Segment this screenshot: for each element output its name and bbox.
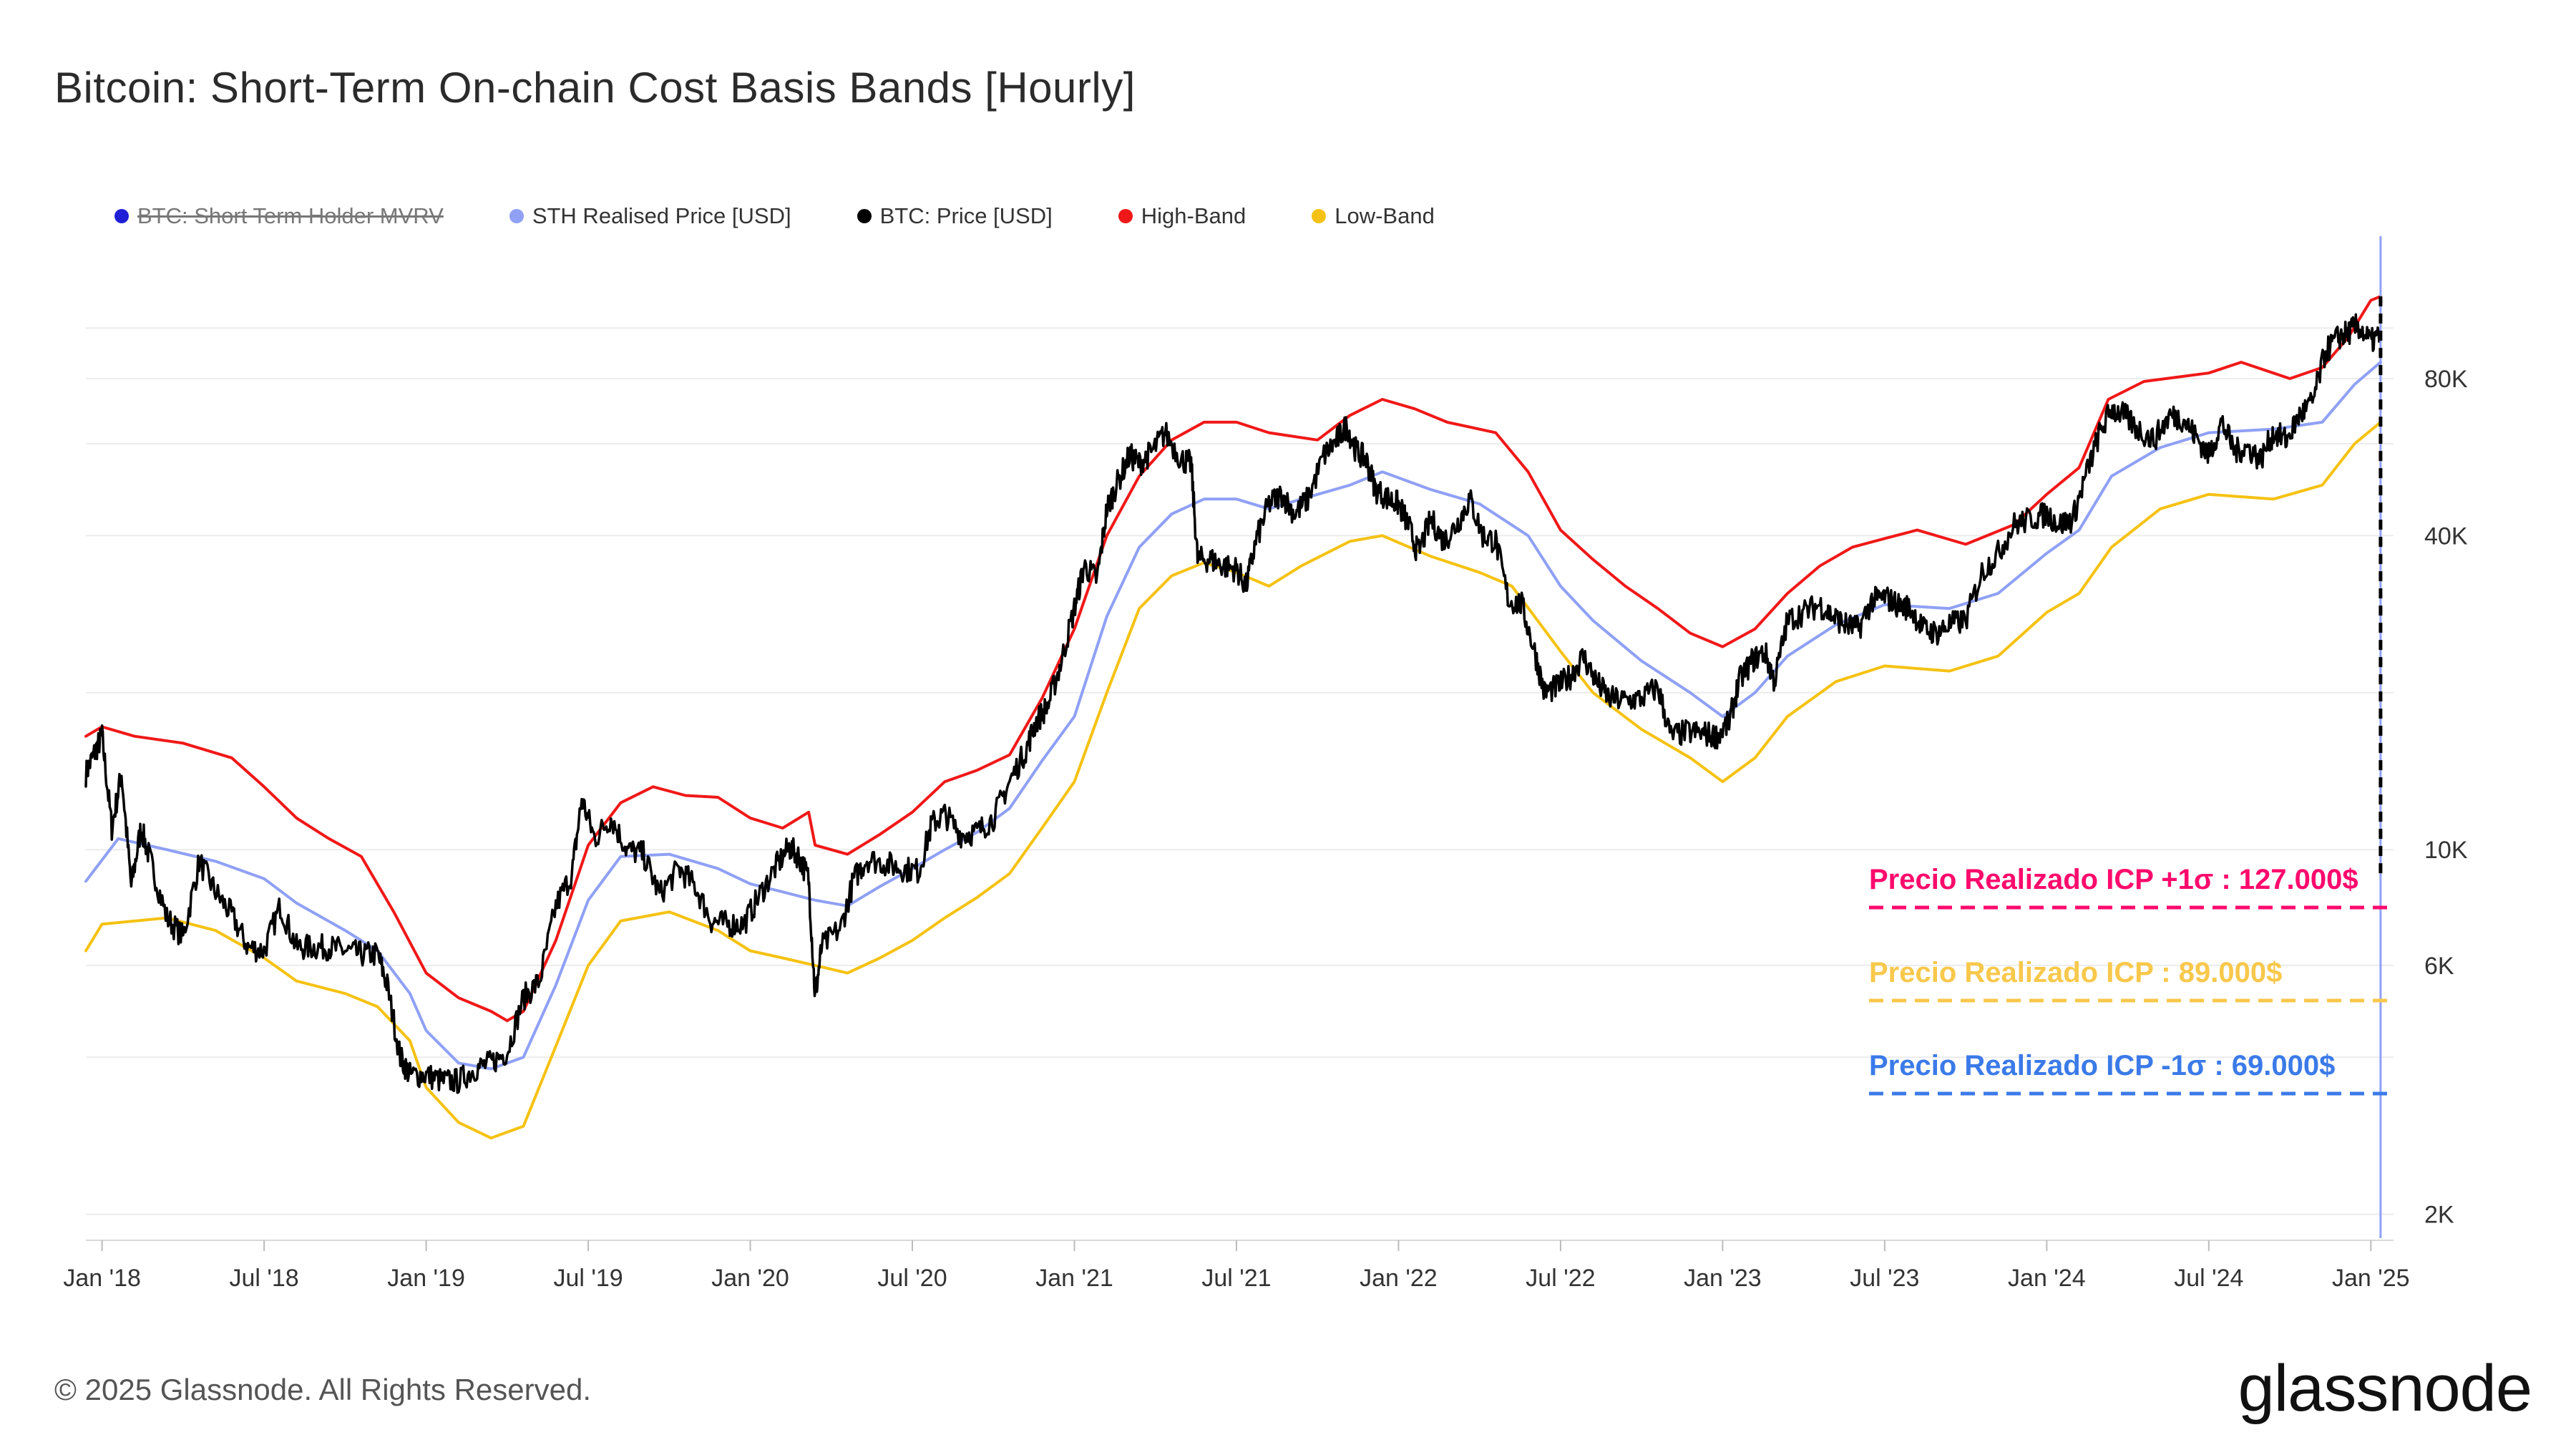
legend-label: Low-Band — [1335, 203, 1435, 228]
y-axis: 2K 6K 10K 40K 80K — [2424, 366, 2468, 1229]
chart-legend: BTC: Short Term Holder MVRV STH Realised … — [114, 202, 1501, 230]
x-tick-label: Jan '22 — [1360, 1265, 1438, 1292]
x-axis: Jan '18 Jul '18 Jan '19 Jul '19 Jan '20 Jul '… — [63, 1240, 2410, 1292]
x-tick-label: Jan '20 — [711, 1265, 789, 1292]
legend-label: BTC: Price [USD] — [879, 203, 1053, 228]
legend-item-4[interactable]: Low-Band — [1312, 203, 1435, 229]
legend-dot-icon — [857, 209, 872, 223]
legend-dot-icon — [1118, 209, 1133, 223]
series-line-1 — [84, 361, 2382, 1071]
x-tick-label: Jul '24 — [2174, 1265, 2243, 1292]
gridlines — [86, 327, 2394, 1241]
y-tick-label: 10K — [2424, 837, 2468, 864]
y-tick-label: 80K — [2424, 366, 2468, 393]
copyright-text: © 2025 Glassnode. All Rights Reserved. — [54, 1373, 592, 1406]
x-tick-label: Jan '24 — [2008, 1265, 2086, 1292]
x-tick-label: Jul '22 — [1526, 1265, 1595, 1292]
y-tick-label: 2K — [2424, 1202, 2454, 1229]
legend-item-1[interactable]: STH Realised Price [USD] — [509, 203, 791, 229]
x-tick-label: Jul '19 — [553, 1265, 623, 1292]
annotation-label: Precio Realizado ICP -1σ : 69.000$ — [1869, 1050, 2335, 1081]
x-tick-label: Jul '23 — [1850, 1265, 1919, 1292]
annotation-label: Precio Realizado ICP +1σ : 127.000$ — [1869, 864, 2358, 895]
annotation-label: Precio Realizado ICP : 89.000$ — [1869, 957, 2282, 988]
legend-label: BTC: Short Term Holder MVRV — [137, 203, 444, 228]
y-tick-label: 6K — [2424, 953, 2454, 980]
series-line-3 — [84, 313, 2382, 1094]
series-layer — [84, 295, 2382, 1140]
series-line-0 — [84, 295, 2382, 1023]
legend-dot-icon — [509, 209, 524, 223]
legend-dot-icon — [1312, 209, 1327, 223]
chart-title: Bitcoin: Short-Term On-chain Cost Basis … — [54, 64, 1136, 112]
legend-label: STH Realised Price [USD] — [532, 203, 791, 228]
legend-label: High-Band — [1141, 203, 1246, 228]
series-line-2 — [84, 420, 2382, 1140]
legend-item-3[interactable]: High-Band — [1118, 203, 1246, 229]
x-tick-label: Jul '20 — [877, 1265, 947, 1292]
x-tick-label: Jan '23 — [1684, 1265, 1762, 1292]
y-tick-label: 40K — [2424, 522, 2468, 550]
x-tick-label: Jul '18 — [230, 1265, 299, 1292]
annotation-layer: Precio Realizado ICP +1σ : 127.000$ Preci… — [1869, 236, 2391, 1238]
legend-item-0[interactable]: BTC: Short Term Holder MVRV — [114, 203, 444, 229]
glassnode-logo: glassnode — [2238, 1352, 2532, 1425]
x-tick-label: Jan '25 — [2332, 1265, 2410, 1292]
x-tick-label: Jan '21 — [1035, 1265, 1113, 1292]
x-tick-label: Jan '18 — [63, 1265, 141, 1292]
legend-dot-icon — [114, 209, 129, 223]
x-tick-label: Jan '19 — [387, 1265, 465, 1292]
x-tick-label: Jul '21 — [1201, 1265, 1271, 1292]
legend-item-2[interactable]: BTC: Price [USD] — [857, 203, 1053, 229]
